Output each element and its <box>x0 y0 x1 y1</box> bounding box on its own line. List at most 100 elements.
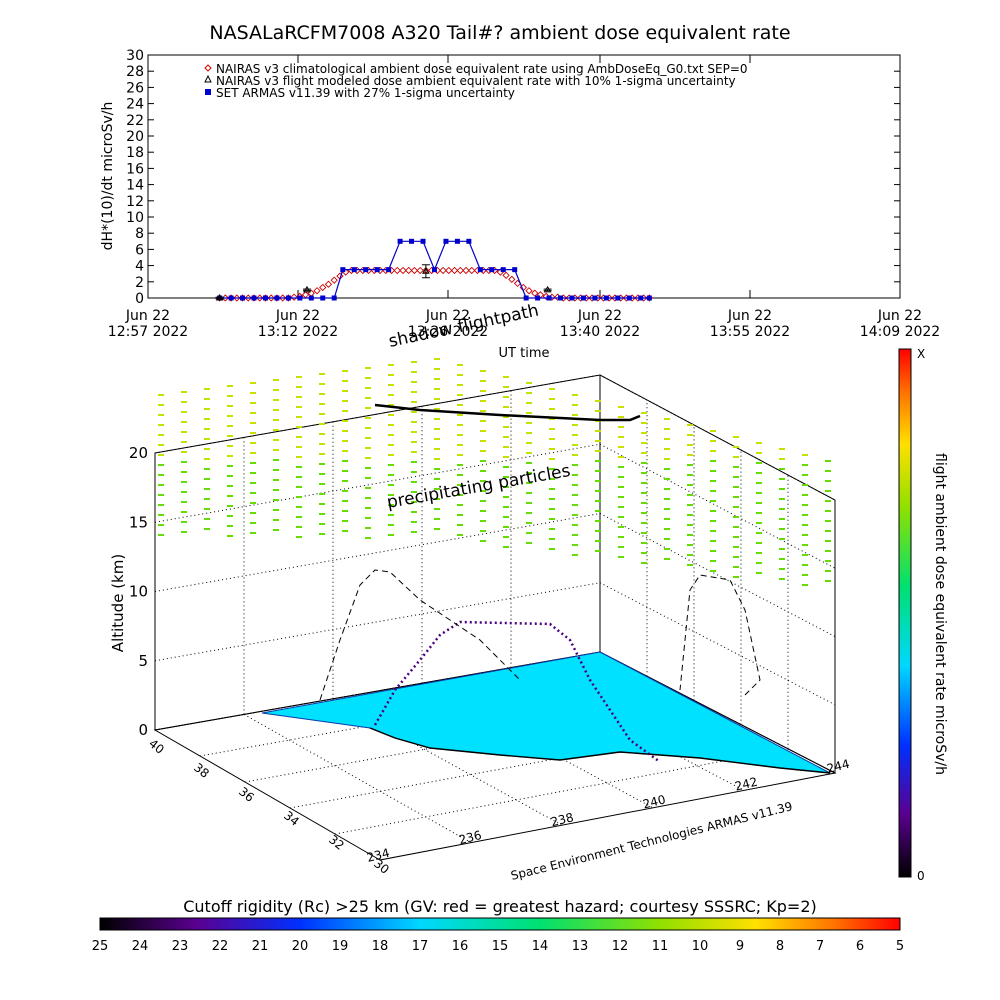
nairas-flight-point <box>543 285 552 293</box>
y-tick-label: 12 <box>126 194 144 210</box>
legend: NAIRAS v3 climatological ambient dose eq… <box>204 62 748 100</box>
y-tick-label: 10 <box>126 210 144 226</box>
y-tick-label: 14 <box>126 178 144 194</box>
armas-point <box>374 267 380 273</box>
nairas-clim-point <box>301 291 310 299</box>
nairas-clim-point <box>319 283 327 292</box>
nairas-clim-point <box>256 294 264 302</box>
armas-point <box>500 267 506 273</box>
z-tick-label: 5 <box>138 652 148 670</box>
nairas-clim-point <box>405 266 413 275</box>
nairas-clim-point <box>233 294 241 302</box>
armas-point <box>454 238 460 244</box>
colorbar-tick-label: 24 <box>132 939 149 954</box>
nairas-clim-point <box>324 280 333 288</box>
x-axis-label: UT time <box>499 346 550 361</box>
armas-point <box>558 295 564 301</box>
nairas-clim-point <box>330 276 338 284</box>
colorbar-tick-label: 9 <box>736 939 744 954</box>
lat-tick-label: 40 <box>146 736 167 756</box>
nairas-clim-point <box>525 287 533 295</box>
armas-point <box>240 295 246 301</box>
nairas-flight-point <box>421 267 430 274</box>
colorbar-tick-label: 15 <box>492 939 509 954</box>
armas-point <box>351 267 357 273</box>
colorbar-right-label: flight ambient dose equivalent rate micr… <box>932 453 948 775</box>
armas-point <box>251 295 257 301</box>
nairas-clim-point <box>450 266 459 275</box>
z-tick-label: 10 <box>129 583 148 601</box>
x-tick-time: 12:57 2022 <box>108 324 188 340</box>
armas-point <box>535 295 541 301</box>
armas-point <box>386 267 392 273</box>
armas-point <box>626 295 632 301</box>
colorbar-tick-label: 19 <box>332 939 349 954</box>
credit-text: Space Environment Technologies ARMAS v11… <box>509 799 793 883</box>
y-tick-label: 20 <box>126 129 144 145</box>
armas-point <box>397 238 403 244</box>
bottom-colorbar: Cutoff rigidity (Rc) >25 km (GV: red = g… <box>92 897 904 954</box>
y-tick-label: 6 <box>135 242 144 258</box>
armas-point <box>308 295 314 301</box>
x-tick-time: 13:12 2022 <box>258 324 338 340</box>
lon-tick-label: 234 <box>365 846 391 865</box>
right-colorbar: X 0 flight ambient dose equivalent rate … <box>898 347 948 883</box>
nairas-clim-point <box>279 294 287 302</box>
y-tick-label: 28 <box>126 64 144 80</box>
x-tick-date: Jun 22 <box>125 308 170 324</box>
x-tick-date: Jun 22 <box>877 308 922 324</box>
colorbar-tick-label: 21 <box>252 939 269 954</box>
armas-point <box>320 295 326 301</box>
nairas-clim-point <box>502 271 510 279</box>
colorbar-tick-label: 13 <box>572 939 589 954</box>
armas-point <box>363 267 369 273</box>
nairas-clim-point <box>290 293 298 301</box>
colorbar-tick-label: 22 <box>212 939 229 954</box>
armas-point <box>512 267 518 273</box>
legend-label: NAIRAS v3 climatological ambient dose eq… <box>216 62 748 76</box>
colorbar-tick-label: 10 <box>692 939 709 954</box>
lat-tick-label: 34 <box>281 808 302 828</box>
colorbar-tick-label: 6 <box>856 939 864 954</box>
x-tick-date: Jun 22 <box>275 308 320 324</box>
colorbar-tick-label: 5 <box>896 939 904 954</box>
z-tick-label: 20 <box>129 444 148 462</box>
y-tick-label: 22 <box>126 113 144 129</box>
armas-point <box>274 295 280 301</box>
armas-point <box>340 267 346 273</box>
y-tick-label: 26 <box>126 80 144 96</box>
x-tick-time: 13:55 2022 <box>710 324 790 340</box>
armas-point <box>262 295 268 301</box>
nairas-clim-point <box>468 266 476 275</box>
y-tick-label: 4 <box>135 259 144 275</box>
nairas-clim-point <box>462 266 470 275</box>
nairas-clim-point <box>244 294 252 302</box>
colorbar-min-label: 0 <box>917 869 925 883</box>
armas-point <box>638 295 644 301</box>
legend-marker-triangle <box>204 74 212 83</box>
z-axis-label: Altitude (km) <box>109 554 127 652</box>
armas-point <box>409 238 415 244</box>
y-axis-label: dH*(10)/dt microSv/h <box>100 102 116 251</box>
armas-point <box>477 267 483 273</box>
x-tick-date: Jun 22 <box>577 308 622 324</box>
armas-point <box>615 295 621 301</box>
armas-point <box>569 295 575 301</box>
colorbar-bottom-label: Cutoff rigidity (Rc) >25 km (GV: red = g… <box>183 897 817 916</box>
legend-label: SET ARMAS v11.39 with 27% 1-sigma uncert… <box>216 86 515 100</box>
armas-point <box>466 238 472 244</box>
coastline <box>369 727 831 774</box>
page-title: NASALaRCFM7008 A320 Tail#? ambient dose … <box>209 22 791 44</box>
lon-tick-label: 240 <box>641 792 667 811</box>
nairas-flight-point <box>215 294 224 301</box>
nairas-clim-point <box>542 292 550 301</box>
nairas-flight-point <box>303 285 311 293</box>
armas-point <box>489 267 495 273</box>
lon-tick-label: 236 <box>457 828 483 847</box>
nairas-clim-point <box>508 275 516 284</box>
armas-point <box>580 295 586 301</box>
y-tick-label: 8 <box>135 226 144 242</box>
y-tick-label: 18 <box>126 145 144 161</box>
